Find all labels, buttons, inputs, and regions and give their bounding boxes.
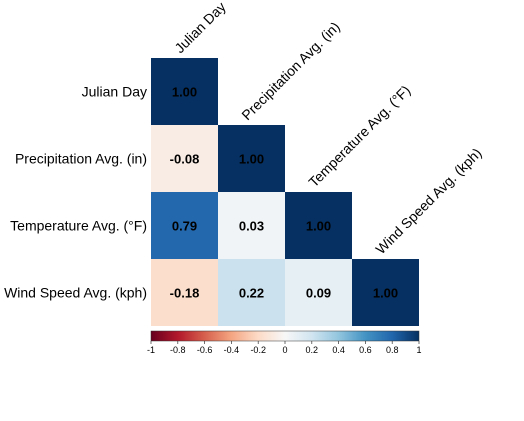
heatmap-cell [151, 125, 218, 192]
heatmap-cells [151, 58, 419, 326]
colorbar-tick-label: -0.8 [170, 345, 186, 355]
color-legend: -1 -0.8 -0.6 -0.4 -0.2 0 0.2 0.4 0.6 0.8 1 [147, 330, 422, 355]
colorbar-tick-label: 0 [282, 345, 287, 355]
colorbar-tick-label: -0.4 [224, 345, 240, 355]
cell-value-label: -0.18 [170, 286, 200, 301]
colorbar [150, 330, 420, 342]
column-label: Precipitation Avg. (in) [238, 18, 343, 123]
cell-value-label: 1.00 [306, 219, 331, 234]
colorbar-tick-label: 1 [416, 345, 421, 355]
heatmap-cell [218, 125, 285, 192]
cell-value-label: 1.00 [239, 152, 264, 167]
colorbar-tick-label: 0.2 [306, 345, 319, 355]
heatmap-values: 1.00 -0.08 1.00 0.79 0.03 1.00 -0.18 0.22 0.09 1.… [170, 85, 398, 301]
cell-value-label: 1.00 [172, 85, 197, 100]
colorbar-tick-label: -0.2 [250, 345, 266, 355]
colorbar-tick-label: 0.8 [386, 345, 399, 355]
heatmap-cell [151, 259, 218, 326]
row-label: Precipitation Avg. (in) [15, 151, 147, 167]
heatmap-cell [352, 259, 419, 326]
colorbar-tick-label: -1 [147, 345, 155, 355]
cell-value-label: 0.79 [172, 219, 197, 234]
row-label: Temperature Avg. (°F) [10, 218, 147, 234]
cell-value-label: -0.08 [170, 152, 200, 167]
colorbar-tick-label: 0.4 [332, 345, 345, 355]
cell-value-label: 0.03 [239, 219, 264, 234]
row-labels: Julian Day Precipitation Avg. (in) Tempera… [4, 84, 147, 301]
heatmap-cell [151, 192, 218, 259]
heatmap-cell [285, 259, 352, 326]
row-label: Julian Day [82, 84, 147, 100]
heatmap-cell [151, 58, 218, 125]
cell-value-label: 0.22 [239, 286, 264, 301]
row-label: Wind Speed Avg. (kph) [4, 285, 147, 301]
colorbar-tick-label: -0.6 [197, 345, 213, 355]
cell-value-label: 1.00 [373, 286, 398, 301]
column-label: Wind Speed Avg. (kph) [372, 145, 484, 257]
column-label: Julian Day [171, 0, 229, 56]
heatmap-cell [285, 192, 352, 259]
colorbar-tick-label: 0.6 [359, 345, 372, 355]
heatmap-cell [218, 259, 285, 326]
heatmap-cell [218, 192, 285, 259]
column-label: Temperature Avg. (°F) [305, 82, 413, 190]
cell-value-label: 0.09 [306, 286, 331, 301]
